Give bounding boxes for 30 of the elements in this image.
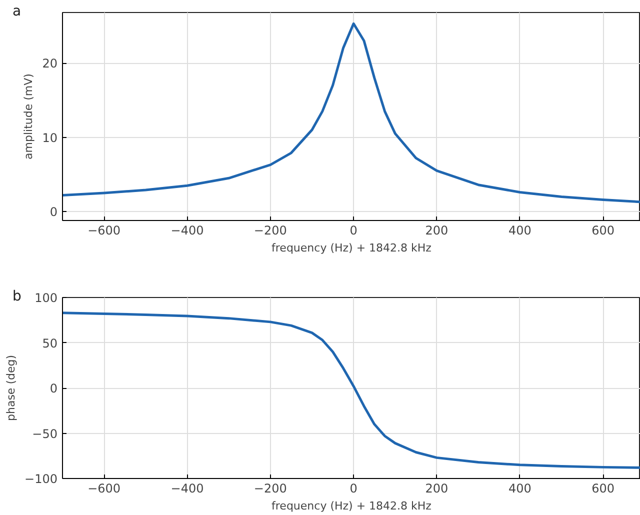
x-tick-label: 200 [425,482,448,496]
line-series [62,312,640,469]
chart-title: b [12,288,22,304]
x-tick-label: −400 [170,224,204,238]
x-axis-title: frequency (Hz) + 1842.8 kHz [272,500,432,512]
x-axis-title: frequency (Hz) + 1842.8 kHz [272,242,432,254]
x-tick-label: 0 [350,224,358,238]
y-tick-label: −50 [32,426,58,441]
y-tick-label: 100 [34,291,58,305]
x-tick-label: 0 [350,482,358,496]
x-tick-label: 600 [592,482,615,496]
x-tick-label: 400 [508,224,532,238]
x-tick-label: −400 [170,482,204,496]
x-tick-label: −600 [88,482,121,496]
x-tick-label: 200 [425,224,448,238]
x-tick-label: 400 [508,482,532,496]
y-tick-label: 10 [42,130,58,145]
y-tick-label: −100 [24,472,58,486]
x-tick-label: −200 [254,482,287,496]
x-tick-label: 600 [592,224,615,238]
y-tick-label: 50 [42,336,58,350]
line-series [62,22,640,204]
y-axis-title: amplitude (mV) [22,74,36,160]
y-tick-label: 0 [50,382,58,396]
x-tick-label: −600 [88,224,121,238]
x-tick-label: −200 [254,224,287,238]
y-tick-label: 20 [42,56,58,71]
y-axis-title: phase (deg) [4,354,18,422]
y-tick-label: 0 [50,205,58,220]
chart-title: a [12,4,22,20]
